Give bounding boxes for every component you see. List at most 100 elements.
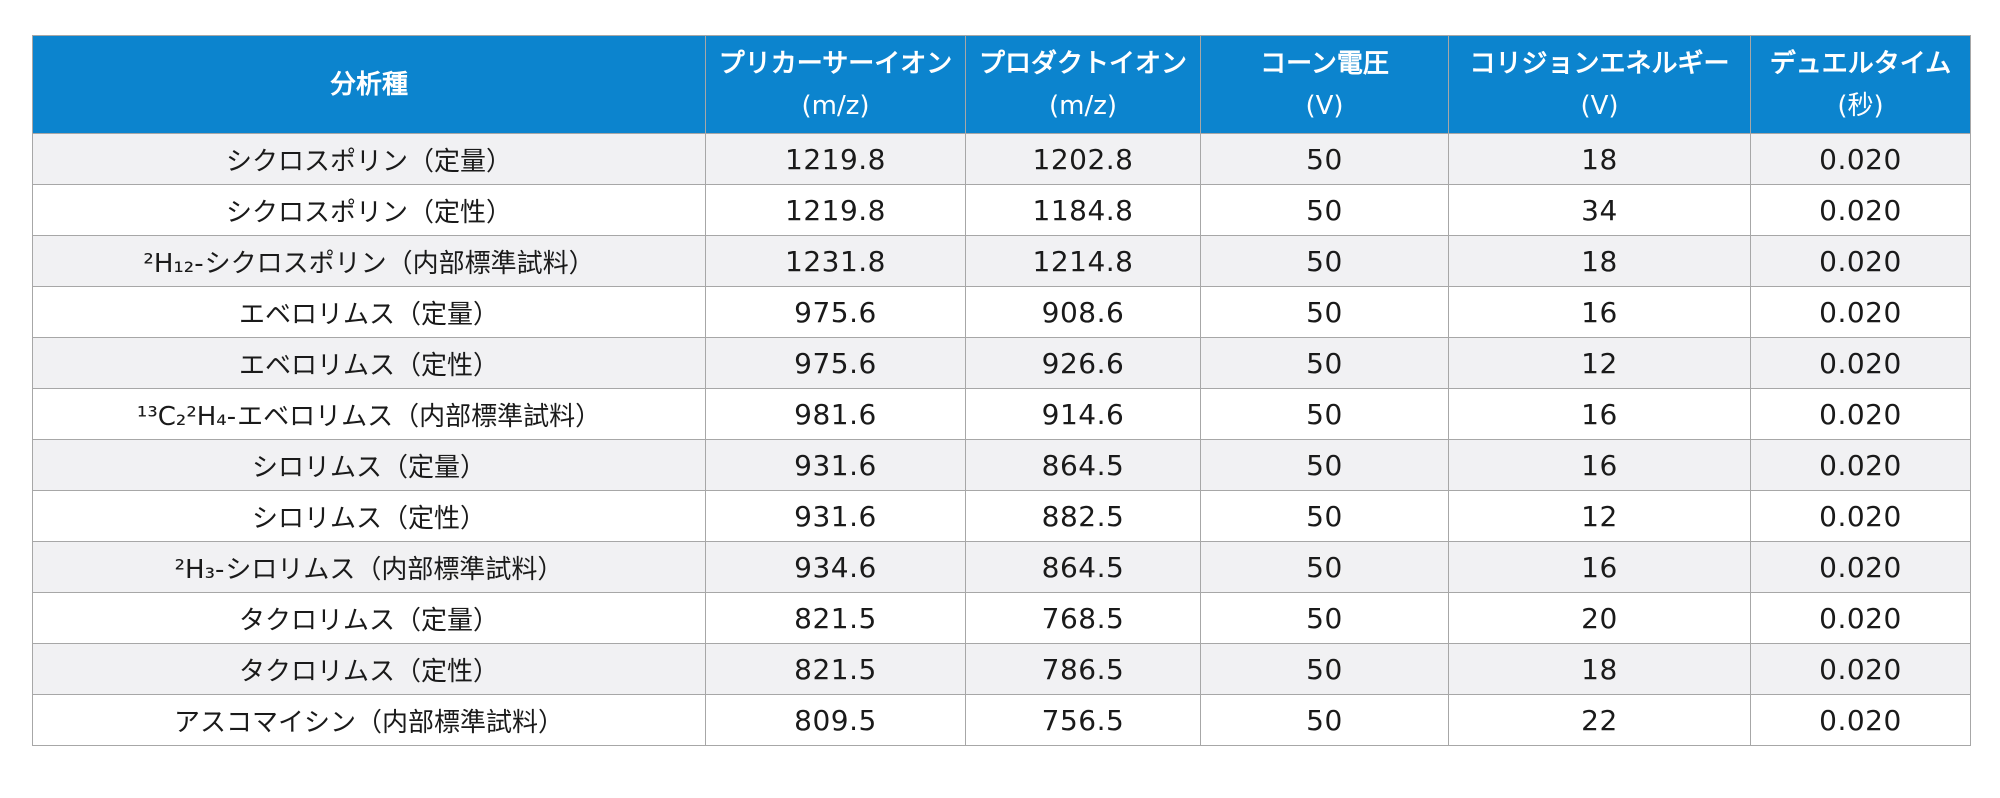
analyte-cell: ¹³C₂²H₄-エベロリムス（内部標準試料） [32, 388, 706, 440]
analyte-name: シクロスポリン（定量） [225, 146, 512, 177]
analyte-cell: エベロリムス（定量） [32, 286, 706, 338]
collision-energy-cell: 18 [1448, 643, 1751, 695]
analyte-name: シロリムス（内部標準試料） [225, 554, 564, 585]
cone-voltage-cell: 50 [1200, 286, 1449, 338]
collision-energy-cell: 12 [1448, 490, 1751, 542]
precursor-ion-cell: 1231.8 [705, 235, 966, 287]
table-row: シクロスポリン（定性） 1219.8 1184.8 50 34 0.020 [32, 184, 1971, 236]
cone-voltage-cell: 50 [1200, 541, 1449, 593]
precursor-ion-cell: 821.5 [705, 643, 966, 695]
product-ion-cell: 864.5 [965, 439, 1201, 491]
product-ion-cell: 756.5 [965, 694, 1201, 746]
collision-energy-cell: 34 [1448, 184, 1751, 236]
collision-energy-cell: 16 [1448, 439, 1751, 491]
cone-voltage-cell: 50 [1200, 643, 1449, 695]
analyte-cell: シクロスポリン（定性） [32, 184, 706, 236]
table-header-row: 分析種 プリカーサーイオン (m/z) プロダクトイオン (m/z) コーン電圧… [32, 35, 1971, 134]
column-header-label: デュエルタイム [1769, 48, 1952, 79]
cone-voltage-cell: 50 [1200, 439, 1449, 491]
column-header-unit: (m/z) [801, 90, 870, 121]
collision-energy-cell: 12 [1448, 337, 1751, 389]
table-row: ²H₁₂-シクロスポリン（内部標準試料） 1231.8 1214.8 50 18 0.02… [32, 235, 1971, 287]
column-header-label: プロダクトイオン [978, 48, 1187, 79]
table-body: シクロスポリン（定量） 1219.8 1202.8 50 18 0.020 シクロスポリン（… [32, 133, 1971, 746]
analyte-name: タクロリムス（定量） [238, 605, 499, 636]
precursor-ion-cell: 981.6 [705, 388, 966, 440]
cone-voltage-cell: 50 [1200, 337, 1449, 389]
column-header-cone-voltage: コーン電圧 (V) [1200, 35, 1449, 134]
dwell-time-cell: 0.020 [1750, 337, 1971, 389]
precursor-ion-cell: 975.6 [705, 286, 966, 338]
collision-energy-cell: 20 [1448, 592, 1751, 644]
column-header-unit: (秒) [1837, 90, 1884, 121]
cone-voltage-cell: 50 [1200, 490, 1449, 542]
dwell-time-cell: 0.020 [1750, 694, 1971, 746]
cone-voltage-cell: 50 [1200, 592, 1449, 644]
analyte-cell: エベロリムス（定性） [32, 337, 706, 389]
collision-energy-cell: 16 [1448, 286, 1751, 338]
analyte-cell: ²H₃-シロリムス（内部標準試料） [32, 541, 706, 593]
column-header-label: 分析種 [329, 69, 408, 100]
dwell-time-cell: 0.020 [1750, 235, 1971, 287]
table-row: タクロリムス（定性） 821.5 786.5 50 18 0.020 [32, 643, 1971, 695]
product-ion-cell: 768.5 [965, 592, 1201, 644]
precursor-ion-cell: 1219.8 [705, 133, 966, 185]
dwell-time-cell: 0.020 [1750, 592, 1971, 644]
table-row: シロリムス（定性） 931.6 882.5 50 12 0.020 [32, 490, 1971, 542]
product-ion-cell: 882.5 [965, 490, 1201, 542]
dwell-time-cell: 0.020 [1750, 490, 1971, 542]
dwell-time-cell: 0.020 [1750, 541, 1971, 593]
collision-energy-cell: 18 [1448, 235, 1751, 287]
precursor-ion-cell: 1219.8 [705, 184, 966, 236]
precursor-ion-cell: 934.6 [705, 541, 966, 593]
analyte-name: エベロリムス（定性） [238, 350, 499, 381]
cone-voltage-cell: 50 [1200, 235, 1449, 287]
dwell-time-cell: 0.020 [1750, 286, 1971, 338]
precursor-ion-cell: 931.6 [705, 490, 966, 542]
collision-energy-cell: 16 [1448, 541, 1751, 593]
table-row: ²H₃-シロリムス（内部標準試料） 934.6 864.5 50 16 0.020 [32, 541, 1971, 593]
precursor-ion-cell: 931.6 [705, 439, 966, 491]
analyte-name: シクロスポリン（定性） [225, 197, 512, 228]
table-row: シロリムス（定量） 931.6 864.5 50 16 0.020 [32, 439, 1971, 491]
precursor-ion-cell: 809.5 [705, 694, 966, 746]
table-row: アスコマイシン（内部標準試料） 809.5 756.5 50 22 0.020 [32, 694, 1971, 746]
precursor-ion-cell: 975.6 [705, 337, 966, 389]
cone-voltage-cell: 50 [1200, 388, 1449, 440]
column-header-unit: (m/z) [1048, 90, 1118, 121]
analyte-name: エベロリムス（内部標準試料） [237, 401, 602, 432]
collision-energy-cell: 22 [1448, 694, 1751, 746]
isotope-label-prefix: ¹³C₂²H₄- [136, 401, 237, 432]
analyte-cell: シクロスポリン（定量） [32, 133, 706, 185]
precursor-ion-cell: 821.5 [705, 592, 966, 644]
analyte-name: エベロリムス（定量） [238, 299, 499, 330]
dwell-time-cell: 0.020 [1750, 388, 1971, 440]
isotope-label-prefix: ²H₁₂- [143, 248, 204, 279]
product-ion-cell: 786.5 [965, 643, 1201, 695]
analyte-cell: シロリムス（定性） [32, 490, 706, 542]
column-header-label: コーン電圧 [1260, 48, 1389, 79]
analyte-name: シロリムス（定性） [251, 503, 486, 534]
cone-voltage-cell: 50 [1200, 133, 1449, 185]
product-ion-cell: 908.6 [965, 286, 1201, 338]
product-ion-cell: 1202.8 [965, 133, 1201, 185]
analyte-cell: タクロリムス（定量） [32, 592, 706, 644]
analyte-name: シクロスポリン（内部標準試料） [204, 248, 595, 279]
cone-voltage-cell: 50 [1200, 184, 1449, 236]
isotope-label-prefix: ²H₃- [174, 554, 225, 585]
dwell-time-cell: 0.020 [1750, 643, 1971, 695]
analyte-name: シロリムス（定量） [251, 452, 486, 483]
mrm-parameter-table: 分析種 プリカーサーイオン (m/z) プロダクトイオン (m/z) コーン電圧… [32, 35, 1971, 746]
analyte-cell: ²H₁₂-シクロスポリン（内部標準試料） [32, 235, 706, 287]
analyte-name: タクロリムス（定性） [238, 656, 499, 687]
column-header-precursor-ion: プリカーサーイオン (m/z) [705, 35, 966, 134]
analyte-cell: アスコマイシン（内部標準試料） [32, 694, 706, 746]
column-header-dwell-time: デュエルタイム (秒) [1750, 35, 1971, 134]
table-row: エベロリムス（定量） 975.6 908.6 50 16 0.020 [32, 286, 1971, 338]
collision-energy-cell: 16 [1448, 388, 1751, 440]
column-header-collision-energy: コリジョンエネルギー (V) [1448, 35, 1751, 134]
collision-energy-cell: 18 [1448, 133, 1751, 185]
column-header-analyte: 分析種 [32, 35, 706, 134]
product-ion-cell: 914.6 [965, 388, 1201, 440]
cone-voltage-cell: 50 [1200, 694, 1449, 746]
